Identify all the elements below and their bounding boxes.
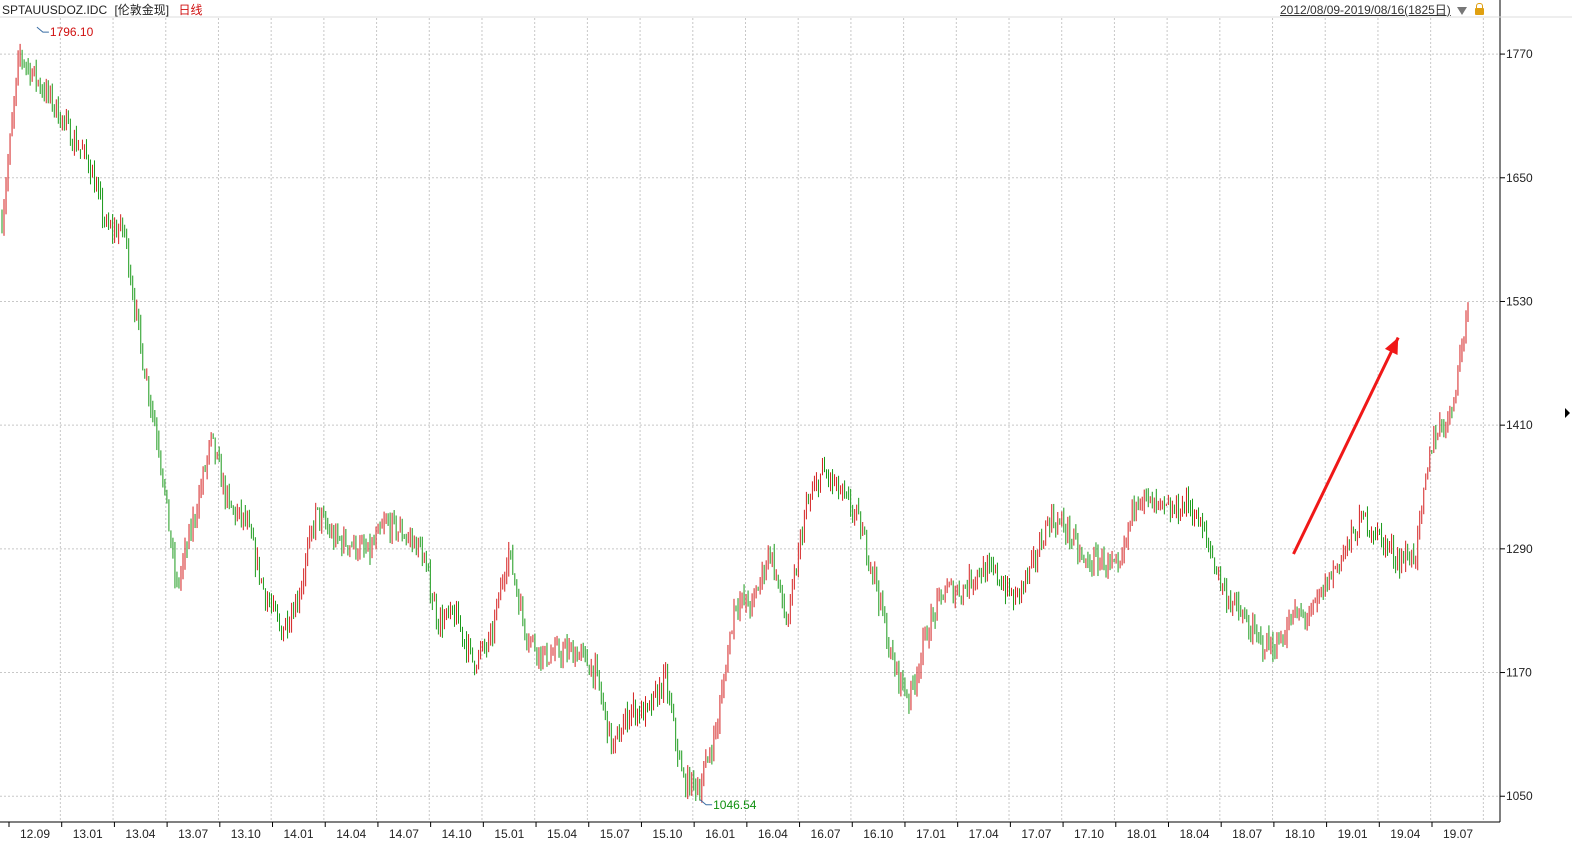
axis-marker-icon	[1565, 408, 1570, 418]
x-tick-label: 14.10	[442, 827, 472, 841]
y-tick-label: 1050	[1506, 789, 1533, 803]
period-label[interactable]: 日线	[178, 3, 203, 17]
y-tick-label: 1770	[1506, 47, 1533, 61]
chart-header: SPTAUUSDOZ.IDC [伦敦金现] 日线	[2, 3, 203, 17]
x-tick-label: 12.09	[20, 827, 50, 841]
y-tick-label: 1650	[1506, 171, 1533, 185]
x-tick-label: 14.07	[389, 827, 419, 841]
x-tick-label: 13.10	[231, 827, 261, 841]
x-tick-label: 17.10	[1074, 827, 1104, 841]
x-tick-label: 16.07	[811, 827, 841, 841]
trend-arrow-head	[1384, 337, 1399, 355]
x-tick-label: 16.01	[705, 827, 735, 841]
y-tick-label: 1290	[1506, 542, 1533, 556]
x-tick-label: 18.01	[1127, 827, 1157, 841]
x-tick-label: 14.04	[336, 827, 366, 841]
x-tick-label: 16.04	[758, 827, 788, 841]
y-tick-label: 1530	[1506, 294, 1533, 308]
extreme-pointer	[36, 26, 49, 33]
x-tick-label: 14.01	[284, 827, 314, 841]
x-tick-label: 19.01	[1338, 827, 1368, 841]
x-tick-label: 17.07	[1021, 827, 1051, 841]
min-price-label: 1046.54	[713, 798, 757, 812]
dropdown-triangle-icon[interactable]	[1457, 6, 1468, 15]
max-price-label: 1796.10	[50, 25, 94, 39]
x-tick-label: 17.04	[969, 827, 999, 841]
market-label: [伦敦金现]	[114, 3, 170, 17]
x-tick-label: 19.04	[1390, 827, 1420, 841]
y-tick-label: 1410	[1506, 418, 1533, 432]
symbol-label: SPTAUUSDOZ.IDC	[2, 3, 108, 17]
x-tick-label: 15.04	[547, 827, 577, 841]
x-tick-label: 19.07	[1443, 827, 1473, 841]
x-tick-label: 15.01	[494, 827, 524, 841]
x-tick-label: 13.07	[178, 827, 208, 841]
x-tick-label: 13.01	[73, 827, 103, 841]
date-range-label[interactable]: 2012/08/09-2019/08/16(1825日)	[1280, 3, 1451, 17]
trend-arrow-shaft	[1292, 336, 1400, 555]
x-tick-label: 15.10	[652, 827, 682, 841]
x-tick-label: 17.01	[916, 827, 946, 841]
x-tick-label: 15.07	[600, 827, 630, 841]
date-range-selector[interactable]: 2012/08/09-2019/08/16(1825日)	[1280, 3, 1484, 17]
lock-icon[interactable]	[1474, 3, 1484, 16]
y-tick-label: 1170	[1506, 666, 1532, 680]
x-tick-label: 18.04	[1179, 827, 1209, 841]
x-tick-label: 18.10	[1285, 827, 1315, 841]
x-tick-label: 16.10	[863, 827, 893, 841]
extreme-pointer	[699, 799, 713, 806]
x-tick-label: 13.04	[125, 827, 155, 841]
x-tick-label: 18.07	[1232, 827, 1262, 841]
